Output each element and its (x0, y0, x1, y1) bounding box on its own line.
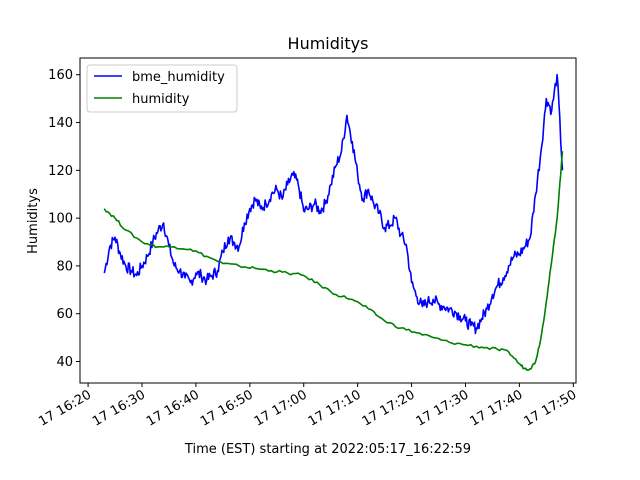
legend: bme_humidity humidity (86, 64, 238, 113)
y-tick-label: 80 (56, 259, 73, 274)
y-tick-label: 140 (48, 116, 73, 131)
x-axis-label: Time (EST) starting at 2022:05:17_16:22:… (184, 442, 471, 457)
series-line-humidity (103, 151, 564, 371)
chart-title: Humiditys (288, 34, 369, 53)
legend-label-humidity: humidity (132, 92, 190, 107)
y-tick-label: 100 (48, 212, 73, 227)
y-tick-label: 160 (48, 68, 73, 83)
y-tick-label: 40 (56, 355, 73, 370)
series-layer (103, 73, 564, 371)
series-line-bme-humidity (103, 73, 564, 335)
y-tick-label: 60 (56, 307, 73, 322)
legend-box (86, 64, 238, 113)
plot-frame (79, 57, 577, 384)
y-axis-label: Humiditys (26, 188, 41, 254)
y-tick-label: 120 (48, 164, 73, 179)
y-axis: 40 60 80 100 120 140 160 (48, 68, 80, 370)
legend-label-bme-humidity: bme_humidity (132, 70, 225, 85)
